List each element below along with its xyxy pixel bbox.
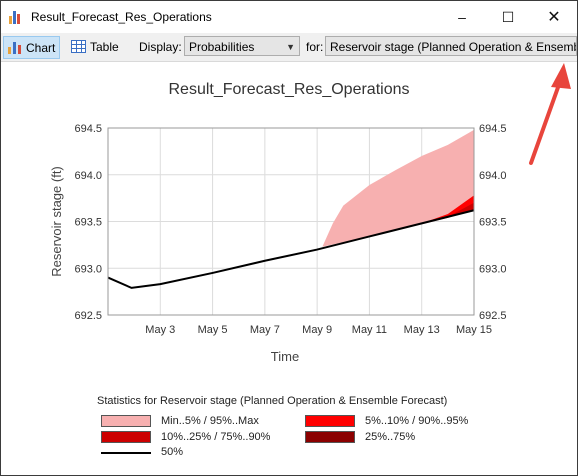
display-select-value: Probabilities xyxy=(189,40,255,54)
maximize-button[interactable]: ☐ xyxy=(501,8,515,25)
legend-label-median: 50% xyxy=(161,446,184,458)
display-label: Display: xyxy=(139,40,182,54)
legend-title: Statistics for Reservoir stage (Planned … xyxy=(97,395,448,407)
title-bar: Result_Forecast_Res_Operations – ☐ ✕ xyxy=(1,1,577,33)
plot-frame xyxy=(107,127,475,316)
chevron-down-icon: ▼ xyxy=(286,42,295,52)
x-tick-label: May 9 xyxy=(302,324,332,336)
x-axis-label: Time xyxy=(271,349,299,364)
y-tick-label-left: 694.0 xyxy=(74,170,102,182)
x-tick-label: May 15 xyxy=(456,324,492,336)
y-tick-label-right: 692.5 xyxy=(479,310,507,322)
chart-legend: Statistics for Reservoir stage (Planned … xyxy=(97,395,517,465)
close-button[interactable]: ✕ xyxy=(547,9,561,26)
legend-swatch-25-75 xyxy=(305,431,355,443)
display-select[interactable]: Probabilities ▼ xyxy=(184,36,300,56)
legend-label-25-75: 25%..75% xyxy=(365,431,416,443)
y-tick-label-right: 693.0 xyxy=(479,263,507,275)
minimize-button[interactable]: – xyxy=(458,9,466,25)
x-tick-label: May 3 xyxy=(145,324,175,336)
chart-title: Result_Forecast_Res_Operations xyxy=(168,81,410,98)
table-icon xyxy=(71,40,86,53)
legend-swatch-median xyxy=(101,452,151,454)
chart-app-icon xyxy=(9,10,23,24)
legend-swatch-10-25 xyxy=(101,431,151,443)
chart-view-button[interactable]: Chart xyxy=(3,36,61,59)
x-tick-label: May 5 xyxy=(198,324,228,336)
x-tick-label: May 11 xyxy=(352,324,387,336)
legend-swatch-5-10 xyxy=(305,415,355,427)
median-line xyxy=(107,209,475,289)
legend-label-10-25: 10%..25% / 75%..90% xyxy=(161,431,271,443)
chart-svg: 692.5 692.5 693.0 693.0 693.5 693.5 694.0 694.0… xyxy=(49,123,507,364)
y-tick-label-left: 693.5 xyxy=(74,217,102,229)
x-tick-label: May 13 xyxy=(404,324,440,336)
y-tick-label-left: 693.0 xyxy=(74,263,102,275)
y-tick-label-left: 692.5 xyxy=(74,310,102,322)
for-label: for: xyxy=(306,40,324,54)
for-select[interactable]: Reservoir stage (Planned Operation & Ens… xyxy=(325,36,577,56)
legend-label-5-10: 5%..10% / 90%..95% xyxy=(365,415,469,427)
for-select-value: Reservoir stage (Planned Operation & Ens… xyxy=(330,40,576,54)
chart-view-label: Chart xyxy=(26,40,56,55)
band-min-max xyxy=(322,129,474,247)
y-tick-label-right: 693.5 xyxy=(479,217,507,229)
y-tick-label-right: 694.5 xyxy=(479,123,507,135)
legend-label-min-max: Min..5% / 95%..Max xyxy=(161,415,259,427)
legend-swatch-min-max xyxy=(101,415,151,427)
y-tick-label-right: 694.0 xyxy=(479,170,507,182)
y-axis-label: Reservoir stage (ft) xyxy=(49,166,64,277)
table-view-label: Table xyxy=(90,39,119,54)
window-title: Result_Forecast_Res_Operations xyxy=(31,10,212,24)
toolbar: Chart Table Display: Probabilities ▼ for… xyxy=(1,33,577,62)
bar-chart-icon xyxy=(8,42,21,54)
x-tick-label: May 7 xyxy=(250,324,280,336)
y-tick-label-left: 694.5 xyxy=(74,123,102,135)
table-view-button[interactable]: Table xyxy=(67,36,123,57)
